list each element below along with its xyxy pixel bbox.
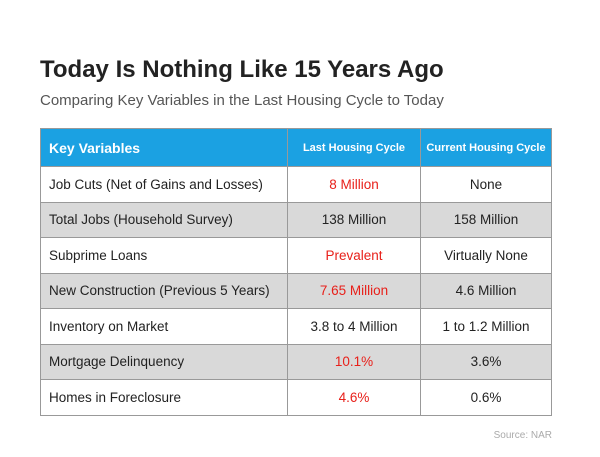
header-row: Key Variables Last Housing Cycle Current… bbox=[40, 128, 552, 167]
row: Subprime Loans Prevalent Virtually None bbox=[40, 237, 552, 274]
cell: Inventory on Market bbox=[40, 308, 288, 345]
cell: 0.6% bbox=[420, 379, 552, 416]
cell: 1 to 1.2 Million bbox=[420, 308, 552, 345]
column-header: Key Variables bbox=[40, 128, 288, 167]
cell: 8 Million bbox=[287, 166, 421, 203]
cell: Mortgage Delinquency bbox=[40, 343, 288, 380]
column-header: Current Housing Cycle bbox=[420, 128, 552, 167]
cell: Homes in Foreclosure bbox=[40, 379, 288, 416]
cell: Prevalent bbox=[287, 237, 421, 274]
cell: Subprime Loans bbox=[40, 237, 288, 274]
cell: 3.6% bbox=[420, 343, 552, 380]
source: Source: NAR bbox=[493, 430, 552, 441]
cell: 3.8 to 4 Million bbox=[287, 308, 421, 345]
cell: 4.6 Million bbox=[420, 272, 552, 309]
row: Job Cuts (Net of Gains and Losses) 8 Mill… bbox=[40, 166, 552, 203]
cell: None bbox=[420, 166, 552, 203]
subtitle: Comparing Key Variables in the Last Hous… bbox=[40, 92, 444, 109]
cell: 10.1% bbox=[287, 343, 421, 380]
cell: New Construction (Previous 5 Years) bbox=[40, 272, 288, 309]
row: Total Jobs (Household Survey) 138 Million… bbox=[40, 201, 552, 238]
column-header: Last Housing Cycle bbox=[287, 128, 421, 167]
cell: 158 Million bbox=[420, 201, 552, 238]
cell: Virtually None bbox=[420, 237, 552, 274]
title: Today Is Nothing Like 15 Years Ago bbox=[40, 56, 444, 83]
cell: Job Cuts (Net of Gains and Losses) bbox=[40, 166, 288, 203]
row: Homes in Foreclosure 4.6% 0.6% bbox=[40, 379, 552, 416]
cell: 4.6% bbox=[287, 379, 421, 416]
cell: Total Jobs (Household Survey) bbox=[40, 201, 288, 238]
comparison-table: Key Variables Last Housing Cycle Current… bbox=[40, 128, 552, 416]
row: Inventory on Market 3.8 to 4 Million 1 to … bbox=[40, 308, 552, 345]
row: Mortgage Delinquency 10.1% 3.6% bbox=[40, 343, 552, 380]
cell: 7.65 Million bbox=[287, 272, 421, 309]
row: New Construction (Previous 5 Years) 7.65 … bbox=[40, 272, 552, 309]
cell: 138 Million bbox=[287, 201, 421, 238]
